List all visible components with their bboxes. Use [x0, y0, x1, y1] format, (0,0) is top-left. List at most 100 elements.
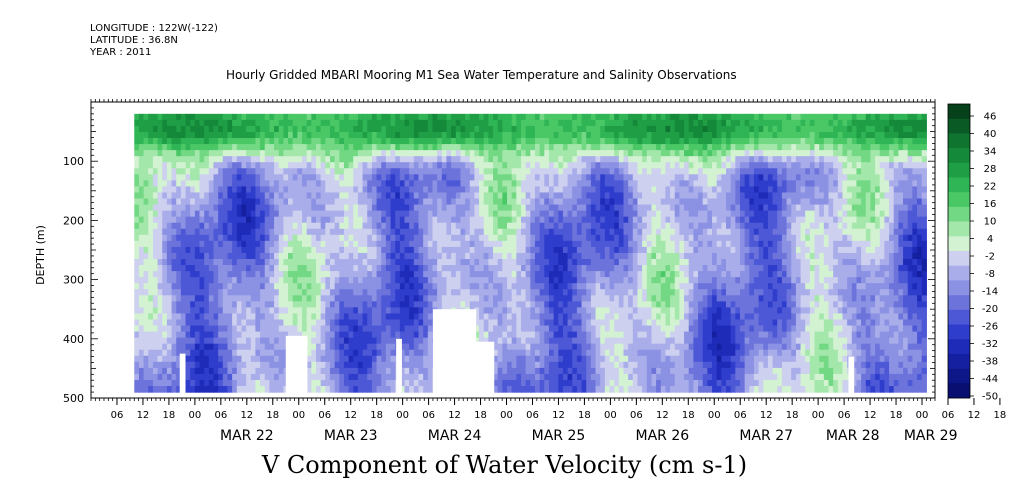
heatmap-cell	[334, 113, 340, 121]
heatmap-cell	[898, 168, 904, 175]
heatmap-cell	[893, 186, 899, 194]
heatmap-cell	[283, 259, 289, 266]
heatmap-cell	[642, 216, 648, 224]
heatmap-cell	[917, 271, 923, 278]
heatmap-cell	[893, 246, 899, 254]
heatmap-cell	[758, 119, 764, 127]
heatmap-cell	[581, 186, 587, 194]
heatmap-cell	[269, 228, 275, 236]
heatmap-cell	[260, 216, 266, 224]
heatmap-cell	[180, 113, 187, 121]
heatmap-cell	[739, 222, 746, 230]
heatmap-cell	[152, 186, 159, 194]
heatmap-cell	[786, 210, 792, 218]
heatmap-cell	[875, 204, 881, 212]
heatmap-cell	[315, 210, 322, 218]
heatmap-cell	[488, 216, 494, 224]
heatmap-cell	[213, 144, 219, 151]
heatmap-cell	[753, 119, 760, 127]
heatmap-cell	[437, 174, 443, 181]
heatmap-cell	[227, 246, 233, 254]
heatmap-cell	[735, 204, 741, 212]
heatmap-cell	[656, 204, 662, 212]
heatmap-cell	[134, 168, 140, 175]
heatmap-cell	[907, 228, 913, 236]
heatmap-cell	[348, 192, 354, 200]
heatmap-cell	[819, 271, 825, 278]
heatmap-cell	[469, 174, 475, 181]
heatmap-cell	[800, 168, 806, 175]
heatmap-cell	[520, 234, 527, 242]
heatmap-cell	[889, 186, 895, 194]
heatmap-cell	[157, 156, 163, 163]
heatmap-cell	[520, 186, 527, 194]
heatmap-cell	[315, 240, 322, 248]
heatmap-cell	[143, 156, 149, 163]
heatmap-cell	[218, 222, 224, 230]
heatmap-cell	[656, 125, 662, 133]
heatmap-cell	[311, 289, 317, 296]
heatmap-cell	[544, 246, 550, 254]
heatmap-cell	[190, 174, 196, 181]
heatmap-cell	[665, 192, 671, 200]
heatmap-cell	[329, 210, 336, 218]
heatmap-cell	[339, 125, 345, 133]
heatmap-cell	[474, 204, 480, 212]
heatmap-cell	[218, 259, 224, 266]
heatmap-cell	[502, 265, 508, 272]
heatmap-cell	[343, 271, 350, 278]
heatmap-cell	[875, 156, 881, 163]
heatmap-cell	[809, 265, 816, 272]
heatmap-cell	[819, 156, 825, 163]
heatmap-cell	[716, 162, 722, 169]
heatmap-cell	[371, 283, 378, 290]
heatmap-cell	[842, 210, 848, 218]
heatmap-cell	[576, 125, 583, 133]
heatmap-cell	[134, 180, 140, 188]
heatmap-cell	[595, 198, 601, 206]
heatmap-cell	[791, 174, 797, 181]
heatmap-cell	[884, 283, 890, 290]
heatmap-cell	[726, 144, 732, 151]
heatmap-cell	[707, 234, 713, 242]
heatmap-cell	[395, 246, 401, 254]
heatmap-cell	[474, 246, 480, 254]
heatmap-cell	[260, 113, 266, 121]
heatmap-cell	[455, 240, 462, 248]
heatmap-cell	[409, 131, 415, 139]
heatmap-cell	[702, 246, 708, 254]
heatmap-cell	[800, 216, 806, 224]
heatmap-cell	[875, 119, 881, 127]
heatmap-cell	[753, 156, 760, 163]
heatmap-cell	[614, 186, 620, 194]
heatmap-cell	[376, 204, 382, 212]
heatmap-cell	[185, 210, 191, 218]
heatmap-cell	[148, 277, 154, 284]
heatmap-cell	[455, 125, 462, 133]
heatmap-cell	[758, 252, 764, 260]
heatmap-cell	[819, 228, 825, 236]
heatmap-cell	[246, 210, 252, 218]
heatmap-cell	[548, 277, 555, 284]
heatmap-cell	[283, 174, 289, 181]
heatmap-cell	[562, 150, 569, 157]
heatmap-cell	[157, 216, 163, 224]
heatmap-cell	[586, 174, 592, 181]
heatmap-cell	[479, 192, 485, 200]
heatmap-cell	[311, 265, 317, 272]
heatmap-cell	[721, 216, 727, 224]
heatmap-cell	[781, 204, 788, 212]
heatmap-cell	[306, 283, 312, 290]
heatmap-cell	[152, 283, 159, 290]
heatmap-cell	[870, 234, 876, 242]
heatmap-cell	[819, 259, 825, 266]
heatmap-cell	[609, 234, 615, 242]
heatmap-cell	[437, 234, 443, 242]
heatmap-cell	[162, 138, 168, 145]
heatmap-cell	[502, 186, 508, 194]
heatmap-cell	[227, 162, 233, 169]
heatmap-cell	[749, 144, 755, 151]
heatmap-cell	[656, 277, 662, 284]
heatmap-cell	[735, 271, 741, 278]
heatmap-cell	[763, 198, 769, 206]
